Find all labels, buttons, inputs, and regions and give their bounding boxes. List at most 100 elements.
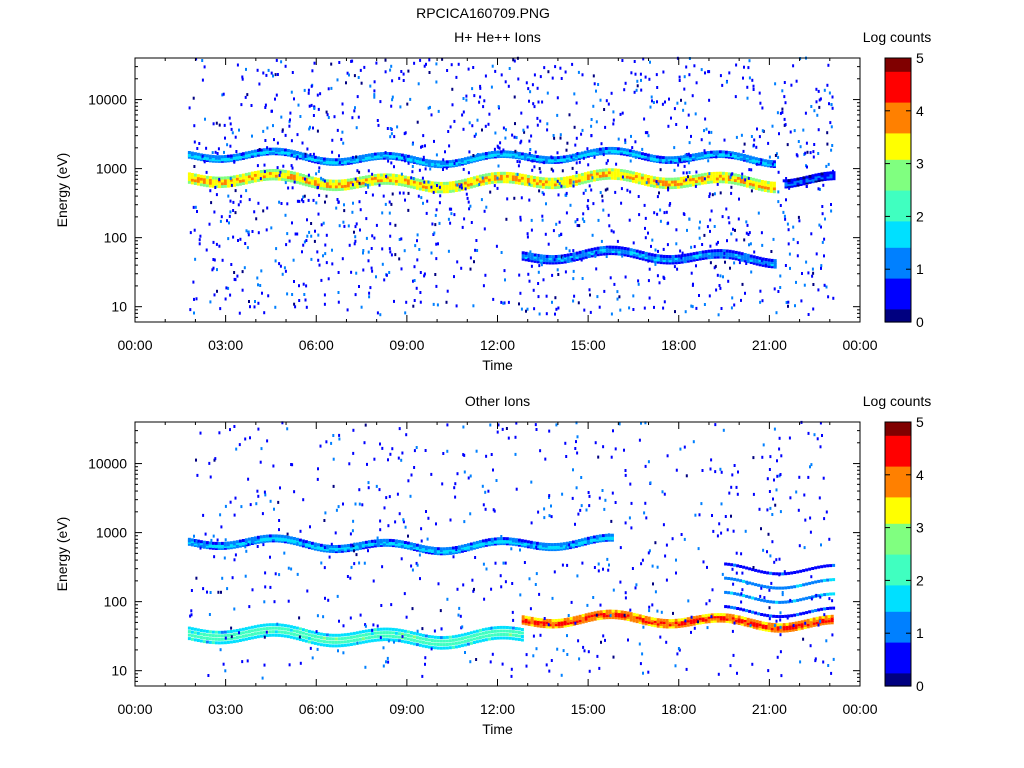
noise-cell xyxy=(825,285,828,289)
heatmap-cell xyxy=(607,173,611,177)
heatmap-cell xyxy=(682,159,686,163)
heatmap-cell xyxy=(725,615,729,619)
heatmap-cell xyxy=(670,159,674,163)
heatmap-cell xyxy=(334,644,338,648)
heatmap-cell xyxy=(806,621,810,624)
heatmap-cell xyxy=(701,618,705,622)
noise-cell xyxy=(267,68,270,72)
noise-cell xyxy=(589,293,591,297)
heatmap-cell xyxy=(271,537,275,541)
heatmap-cell xyxy=(454,163,458,167)
heatmap-cell xyxy=(322,643,326,647)
heatmap-cell xyxy=(578,257,582,261)
heatmap-cell xyxy=(691,156,695,160)
noise-cell xyxy=(795,153,798,157)
heatmap-cell xyxy=(634,180,638,184)
heatmap-cell xyxy=(208,630,212,634)
heatmap-cell xyxy=(268,171,272,175)
heatmap-cell xyxy=(821,615,825,619)
noise-cell xyxy=(278,200,281,204)
heatmap-cell xyxy=(466,632,470,636)
heatmap-cell xyxy=(403,633,407,637)
heatmap-cell xyxy=(466,544,470,548)
colorbar-segment xyxy=(885,62,911,68)
noise-cell xyxy=(192,280,195,284)
heatmap-cell xyxy=(295,630,299,634)
heatmap-cell xyxy=(499,633,503,636)
noise-cell xyxy=(812,150,815,154)
heatmap-cell xyxy=(268,536,272,540)
heatmap-cell xyxy=(584,251,588,255)
heatmap-cell xyxy=(760,158,764,162)
heatmap-cell xyxy=(767,629,771,632)
heatmap-cell xyxy=(629,250,633,254)
heatmap-cell xyxy=(692,254,696,258)
heatmap-cell xyxy=(247,541,251,544)
colorbar-segment xyxy=(885,317,911,323)
heatmap-cell xyxy=(527,252,531,256)
noise-cell xyxy=(649,60,651,64)
noise-cell xyxy=(229,293,232,297)
heatmap-cell xyxy=(532,157,536,161)
heatmap-cell xyxy=(545,257,549,261)
noise-cell xyxy=(747,66,750,70)
heatmap-cell xyxy=(529,175,533,179)
noise-cell xyxy=(612,230,615,234)
noise-cell xyxy=(588,288,591,292)
noise-cell xyxy=(617,137,620,141)
heatmap-cell xyxy=(190,541,194,545)
heatmap-cell xyxy=(608,250,612,253)
heatmap-cell xyxy=(704,254,708,258)
heatmap-cell xyxy=(409,182,413,186)
noise-cell xyxy=(531,168,534,172)
heatmap-cell xyxy=(533,623,537,627)
heatmap-cell xyxy=(277,536,281,540)
heatmap-cell xyxy=(250,171,254,175)
heatmap-cell xyxy=(724,174,728,178)
heatmap-cell xyxy=(325,161,329,164)
heatmap-cell xyxy=(520,542,524,546)
heatmap-cell xyxy=(553,177,557,181)
heatmap-cell xyxy=(563,618,567,621)
heatmap-cell xyxy=(187,155,191,159)
heatmap-cell xyxy=(577,182,581,186)
heatmap-cell xyxy=(580,151,584,155)
heatmap-cell xyxy=(355,179,359,183)
heatmap-cell xyxy=(283,169,287,173)
noise-cell xyxy=(539,170,542,174)
noise-cell xyxy=(730,185,733,189)
noise-cell xyxy=(727,216,730,220)
heatmap-cell xyxy=(499,537,503,541)
heatmap-cell xyxy=(259,172,263,176)
noise-cell xyxy=(430,113,433,117)
heatmap-cell xyxy=(220,182,224,186)
noise-cell xyxy=(575,101,578,105)
noise-cell xyxy=(693,64,696,68)
heatmap-cell xyxy=(337,185,341,189)
noise-cell xyxy=(303,194,306,198)
noise-cell xyxy=(592,202,595,206)
noise-cell xyxy=(294,305,297,309)
heatmap-cell xyxy=(373,635,377,639)
noise-cell xyxy=(800,299,803,303)
heatmap-cell xyxy=(791,628,795,632)
heatmap-cell xyxy=(202,542,206,546)
colorbar-segment xyxy=(885,251,911,257)
heatmap-cell xyxy=(409,638,413,642)
heatmap-cell xyxy=(469,542,473,546)
heatmap-cell xyxy=(523,154,527,158)
heatmap-cell xyxy=(596,246,600,250)
heatmap-cell xyxy=(706,151,710,154)
heatmap-cell xyxy=(469,185,473,189)
noise-cell xyxy=(316,93,319,97)
heatmap-cell xyxy=(301,635,305,639)
heatmap-cell xyxy=(253,635,257,639)
heatmap-cell xyxy=(758,256,762,260)
noise-cell xyxy=(581,217,584,221)
noise-cell xyxy=(556,96,559,100)
heatmap-cell xyxy=(688,158,692,162)
heatmap-cell xyxy=(199,629,203,632)
heatmap-cell xyxy=(328,185,332,189)
noise-cell xyxy=(741,282,744,286)
noise-cell xyxy=(354,177,357,181)
